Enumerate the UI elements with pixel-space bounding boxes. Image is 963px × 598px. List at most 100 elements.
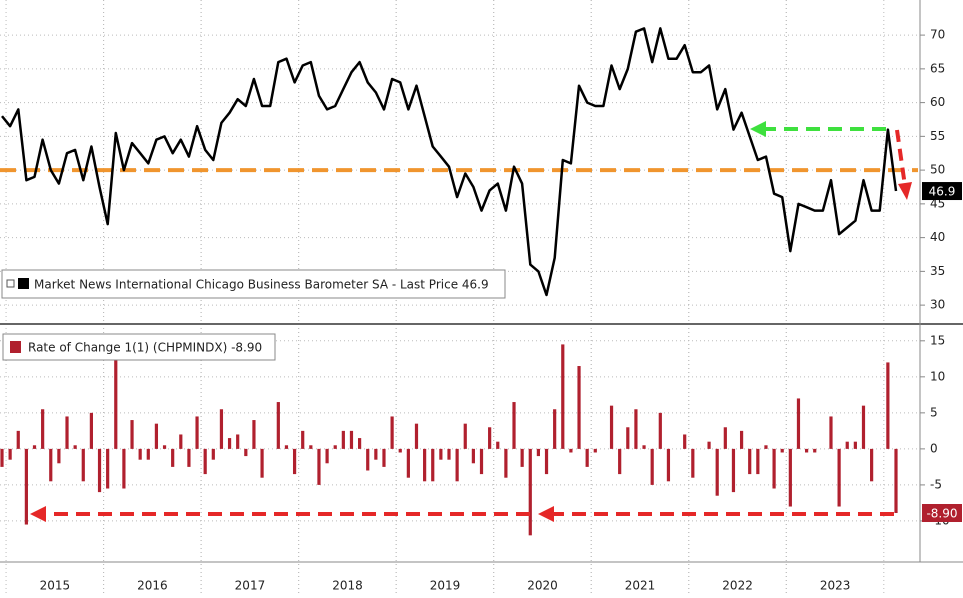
x-tick-label: 2020 bbox=[527, 579, 558, 593]
bar bbox=[24, 448, 28, 525]
bar bbox=[845, 441, 849, 449]
bar bbox=[666, 448, 671, 482]
bar bbox=[219, 409, 224, 449]
bar bbox=[244, 448, 248, 457]
bar bbox=[236, 434, 240, 449]
bar bbox=[106, 448, 110, 489]
y-tick-label: 0 bbox=[930, 441, 938, 455]
y-tick-label: 15 bbox=[930, 333, 945, 347]
y-tick-label: 55 bbox=[930, 129, 945, 143]
bar bbox=[398, 448, 402, 453]
bar bbox=[577, 366, 581, 449]
bar bbox=[780, 448, 784, 453]
bar bbox=[748, 448, 752, 475]
bar bbox=[658, 412, 662, 449]
bar bbox=[65, 416, 69, 449]
x-tick-label: 2018 bbox=[332, 579, 363, 593]
bar bbox=[349, 430, 354, 449]
last-value-label: 46.9 bbox=[929, 185, 956, 199]
bar bbox=[618, 448, 622, 475]
y-tick-label: 70 bbox=[930, 28, 945, 42]
bar bbox=[252, 420, 256, 449]
red-arrowhead-top bbox=[898, 182, 912, 200]
bar bbox=[593, 448, 597, 453]
bar bbox=[837, 448, 841, 507]
bar bbox=[171, 448, 175, 467]
bar bbox=[162, 445, 167, 449]
bar bbox=[544, 448, 549, 475]
bar bbox=[471, 448, 475, 464]
y-tick-label: 30 bbox=[930, 298, 945, 312]
red-arrowhead-mid bbox=[538, 506, 554, 522]
bar bbox=[512, 402, 516, 449]
red-arrow-top bbox=[895, 129, 907, 187]
bar bbox=[333, 445, 337, 449]
bar bbox=[731, 448, 736, 493]
bar bbox=[626, 427, 630, 449]
x-tick-label: 2019 bbox=[430, 579, 461, 593]
bar bbox=[585, 448, 589, 467]
bar bbox=[455, 448, 459, 482]
bar bbox=[642, 445, 646, 449]
bar bbox=[447, 448, 451, 460]
bar bbox=[861, 405, 866, 449]
bar bbox=[260, 448, 264, 478]
bar bbox=[536, 448, 540, 457]
bar bbox=[439, 448, 443, 460]
bar bbox=[650, 448, 654, 485]
legend-box bbox=[2, 333, 276, 361]
price-line bbox=[1, 27, 898, 297]
legend-swatch bbox=[18, 278, 29, 289]
bar bbox=[227, 438, 232, 449]
bar bbox=[634, 409, 638, 449]
bar bbox=[366, 448, 370, 471]
bar bbox=[423, 448, 427, 482]
y-tick-label: 40 bbox=[930, 230, 945, 244]
bar bbox=[57, 448, 61, 464]
bar bbox=[488, 427, 492, 449]
last-value-box bbox=[922, 504, 962, 523]
bar bbox=[715, 448, 719, 496]
bar bbox=[73, 445, 77, 449]
bar bbox=[406, 448, 410, 478]
bar bbox=[707, 441, 711, 449]
bar bbox=[683, 434, 687, 449]
legend-toggle bbox=[6, 279, 15, 288]
bar bbox=[764, 445, 768, 449]
legend-label: Market News International Chicago Busine… bbox=[34, 278, 489, 292]
bar bbox=[569, 448, 573, 453]
bar bbox=[853, 441, 857, 449]
bar bbox=[89, 412, 93, 449]
bar bbox=[414, 423, 419, 449]
legend-swatch bbox=[10, 341, 21, 353]
bar bbox=[146, 448, 150, 460]
bar bbox=[813, 448, 817, 453]
bar bbox=[130, 420, 134, 449]
bar bbox=[382, 448, 386, 467]
x-tick-label: 2021 bbox=[625, 579, 656, 593]
bar bbox=[301, 430, 305, 449]
bar bbox=[772, 448, 776, 489]
bar bbox=[97, 448, 102, 493]
last-value-box bbox=[922, 182, 962, 201]
bar bbox=[479, 448, 484, 475]
bar bbox=[739, 430, 744, 449]
bar bbox=[341, 430, 345, 449]
bar bbox=[138, 448, 142, 460]
bar bbox=[496, 441, 500, 449]
bar bbox=[870, 448, 874, 482]
bar bbox=[886, 362, 890, 449]
red-arrowhead-left bbox=[30, 506, 46, 522]
bar bbox=[49, 448, 53, 482]
x-tick-label: 2015 bbox=[40, 579, 71, 593]
bar bbox=[179, 434, 183, 449]
bar bbox=[894, 448, 898, 514]
x-tick-label: 2017 bbox=[235, 579, 266, 593]
bar bbox=[358, 438, 362, 449]
y-tick-label: 60 bbox=[930, 95, 945, 109]
bar bbox=[374, 448, 378, 460]
bar bbox=[796, 398, 801, 449]
y-tick-label: 35 bbox=[930, 264, 945, 278]
bar bbox=[528, 448, 532, 536]
bar bbox=[325, 448, 329, 464]
